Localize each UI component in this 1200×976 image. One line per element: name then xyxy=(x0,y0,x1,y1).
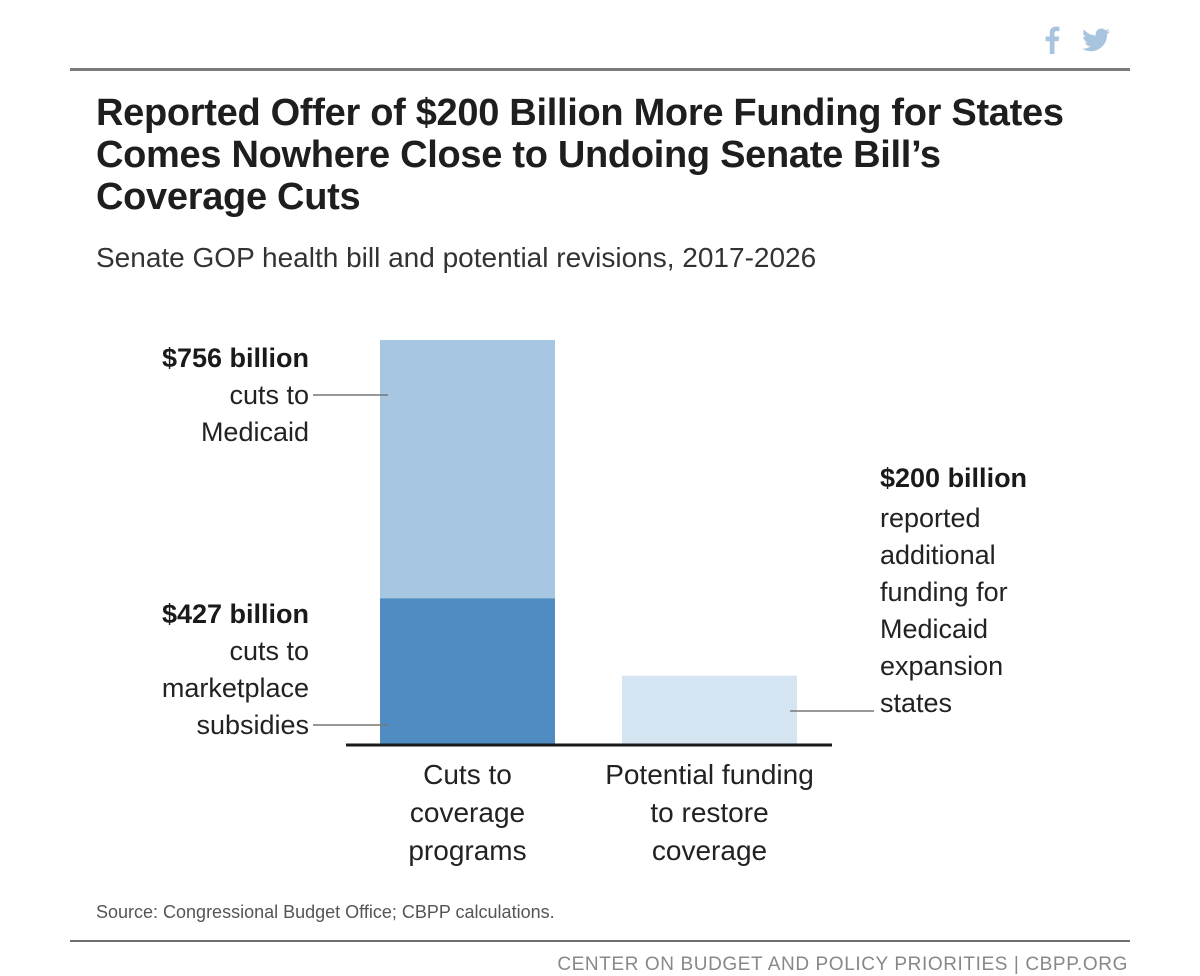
bar-medicaid-cuts xyxy=(380,339,555,599)
category-label: coverage xyxy=(410,797,525,828)
annotation-text: states xyxy=(880,688,952,718)
annotation-text: Medicaid xyxy=(880,614,988,644)
category-label: to restore xyxy=(650,797,768,828)
annotation-text: Medicaid xyxy=(201,417,309,447)
bar-additional-funding xyxy=(622,675,797,744)
annotation-text: funding for xyxy=(880,577,1008,607)
category-label: Potential funding xyxy=(605,759,814,790)
annotation-text: cuts to xyxy=(229,636,309,666)
footer-credit: CENTER ON BUDGET AND POLICY PRIORITIES |… xyxy=(557,954,1128,975)
annotation-amount: $756 billion xyxy=(162,343,309,373)
annotation-text: cuts to xyxy=(229,380,309,410)
bottom-rule xyxy=(70,940,1130,942)
category-label: programs xyxy=(408,835,526,866)
annotation-text: subsidies xyxy=(196,710,309,740)
category-label: Cuts to xyxy=(423,759,512,790)
chart-area: Cuts to coverage programs Potential funding… xyxy=(162,339,1027,866)
annotation-amount: $200 billion xyxy=(880,463,1027,493)
annotation-text: additional xyxy=(880,540,996,570)
top-rule xyxy=(70,68,1130,71)
source-note: Source: Congressional Budget Office; CBP… xyxy=(96,902,555,922)
annotation-text: reported xyxy=(880,503,981,533)
annotation-amount: $427 billion xyxy=(162,599,309,629)
annotation-text: marketplace xyxy=(162,673,309,703)
category-label: coverage xyxy=(652,835,767,866)
facebook-icon[interactable] xyxy=(1044,26,1060,59)
bar-marketplace-subsidies xyxy=(380,598,555,744)
social-share xyxy=(1044,26,1110,59)
chart-title: Reported Offer of $200 Billion More Fund… xyxy=(96,92,1064,218)
twitter-icon[interactable] xyxy=(1082,28,1110,57)
annotation-text: expansion xyxy=(880,651,1003,681)
chart-subtitle: Senate GOP health bill and potential rev… xyxy=(96,242,817,273)
